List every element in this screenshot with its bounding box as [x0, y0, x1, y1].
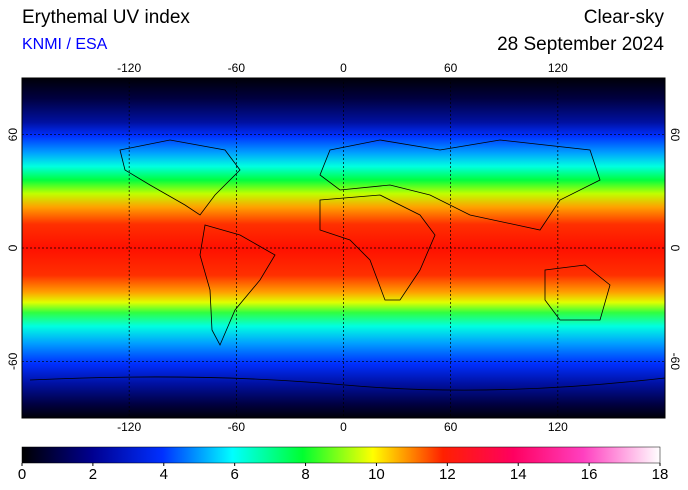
credit: KNMI / ESA — [22, 36, 108, 53]
x-tick-label-bottom: 120 — [548, 420, 568, 434]
y-tick-label-left: 0 — [6, 244, 20, 251]
colorbar-tick-label: 4 — [160, 466, 168, 483]
colorbar-tick-label: 16 — [581, 466, 598, 483]
x-tick-label-bottom: 0 — [340, 420, 347, 434]
y-tick-label-right: -60 — [668, 353, 682, 371]
colorbar — [21, 446, 661, 464]
colorbar-tick-label: 10 — [368, 466, 385, 483]
x-tick-label-top: -60 — [228, 61, 246, 75]
map-area — [22, 78, 666, 418]
y-tick-label-left: 60 — [6, 128, 20, 142]
x-tick-label-top: 0 — [340, 61, 347, 75]
colorbar-tick-label: 18 — [652, 466, 669, 483]
x-tick-label-top: 60 — [444, 61, 458, 75]
x-tick-label-bottom: 60 — [444, 420, 458, 434]
colorbar-tick-label: 6 — [230, 466, 238, 483]
colorbar-tick-label: 2 — [89, 466, 97, 483]
map-frame — [21, 77, 666, 419]
x-tick-label-top: -120 — [117, 61, 141, 75]
colorbar-tick-label: 14 — [510, 466, 527, 483]
title: Erythemal UV index — [22, 7, 190, 28]
y-tick-label-right: 60 — [668, 128, 682, 142]
x-tick-label-top: 120 — [548, 61, 568, 75]
subtitle: Clear-sky — [584, 7, 665, 28]
colorbar-tick-label: 12 — [439, 466, 456, 483]
colorbar-tick-label: 8 — [301, 466, 309, 483]
y-tick-label-right: 0 — [668, 245, 682, 252]
colorbar-tick-label: 0 — [18, 466, 26, 483]
y-tick-label-left: -60 — [6, 352, 20, 370]
x-tick-label-bottom: -120 — [117, 420, 141, 434]
date: 28 September 2024 — [497, 34, 664, 55]
x-tick-label-bottom: -60 — [228, 420, 246, 434]
